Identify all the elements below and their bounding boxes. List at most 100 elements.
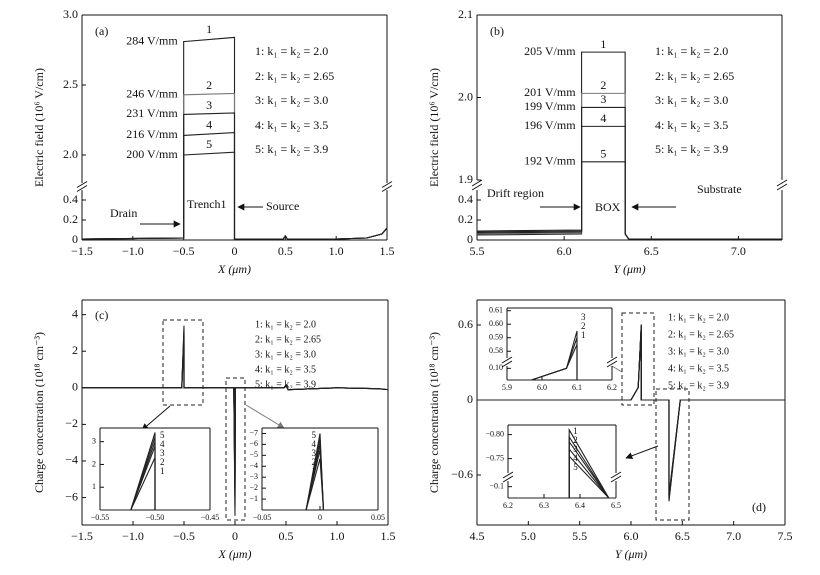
axis-break [776,179,788,187]
curve-label: 2 [573,435,578,445]
curve-label: 5 [312,430,317,440]
y-tick-label: 2.5 [63,77,78,91]
y-tick-label: −2 [65,416,78,430]
x-tick-label: −0.5 [173,529,195,543]
series-line [262,458,378,511]
arrow [625,445,659,460]
x-tick-label: 1.5 [381,529,396,543]
legend-entry: 5: k₁ = k₂ = 3.9 [668,380,729,391]
curve-label: 2 [160,457,165,467]
zoom-box [655,388,690,521]
axis-break [381,181,393,188]
y-tick-label: 0.4 [63,192,78,206]
x-tick-label: 6.1 [572,383,582,392]
x-tick-label: 7.0 [726,529,741,543]
curve-label: 5 [206,137,212,151]
curve-label: 2 [581,321,586,331]
x-tick-label: 0 [232,529,238,543]
x-tick-label: 0 [232,244,238,258]
legend-entry: 2: k₁ = k₂ = 2.65 [655,69,734,83]
legend-entry: 2: k₁ = k₂ = 2.65 [255,69,334,83]
x-tick-label: 6.2 [607,383,617,392]
x-tick-label: 5.5 [572,529,587,543]
curve-label: 4 [312,439,317,449]
y-axis-label: Electric field (10⁶ V/cm) [32,68,46,187]
x-tick-label: 6.0 [624,529,639,543]
legend-entry: 4: k₁ = k₂ = 3.5 [255,118,328,132]
curve-label: 5 [573,462,578,472]
legend-entry: 5: k₁ = k₂ = 3.9 [255,142,328,156]
x-tick-label: 4.5 [470,529,485,543]
y-tick-label: 0.58 [489,346,503,355]
curve-label: 1 [600,37,606,51]
y-tick-label: 2.1 [458,7,473,21]
legend-entry: 3: k₁ = k₂ = 3.0 [668,346,729,357]
legend-entry: 4: k₁ = k₂ = 3.5 [668,363,729,374]
curve-label: 2 [206,78,212,92]
curve-label: 5 [160,430,165,440]
y-tick-label: 0.61 [489,306,503,315]
curve-label: 3 [160,448,165,458]
legend-entry: 4: k₁ = k₂ = 3.5 [655,118,728,132]
legend-entry: 2: k₁ = k₂ = 2.65 [668,329,734,340]
axis-break [606,360,618,368]
series-line [476,161,782,240]
legend-entry: 5: k₁ = k₂ = 3.9 [655,142,728,156]
curve-label: 3 [312,448,317,458]
y-axis-label: Charge concentration (10¹⁸ cm⁻³) [32,332,46,493]
x-tick-label: 5.5 [470,244,485,258]
x-tick-label: −0.05 [253,513,272,522]
series-line [476,51,782,240]
inset-background [507,308,612,380]
x-tick-label: 5.9 [502,383,512,392]
series-line [508,454,616,499]
x-tick-label: −1.0 [122,244,144,258]
legend-entry: 2: k₁ = k₂ = 2.65 [255,334,321,345]
y-tick-label: 0.2 [63,212,78,226]
axis-break [606,356,618,364]
field-label: 200 V/mm [126,147,178,161]
y-tick-label: −7 [249,428,258,437]
legend-entry: 5: k₁ = k₂ = 3.9 [255,379,316,390]
curve-label: 4 [600,111,606,125]
curve-label: 3 [600,92,606,106]
field-label: 199 V/mm [524,99,576,113]
field-label: 196 V/mm [524,118,576,132]
arrow [141,405,171,431]
x-tick-label: −0.55 [91,513,110,522]
y-tick-label: −2 [249,483,258,492]
x-tick-label: 0.05 [371,513,385,522]
axis-break [502,475,514,483]
annotation: Drain [110,206,137,220]
y-tick-label: 0.4 [458,192,473,206]
curve-label: 4 [206,117,212,131]
panel-label: (c) [95,308,108,322]
axis-break [776,183,788,191]
curve-label: 3 [206,98,212,112]
series-line [100,457,210,511]
curve-label: 4 [573,453,578,463]
y-tick-label: −6 [65,489,78,503]
x-tick-label: −1.5 [71,529,93,543]
axis-break [471,179,483,187]
legend-entry: 3: k₁ = k₂ = 3.0 [255,93,328,107]
y-tick-label: 3.0 [63,7,78,21]
annotation: BOX [595,200,621,214]
y-tick-label: 3 [92,436,96,445]
x-axis-label: X (μm) [217,262,251,276]
x-tick-label: 0.5 [279,529,294,543]
y-axis-label: Electric field (10⁶ V/cm) [427,68,441,187]
axis-break [501,356,513,364]
legend-entry: 1: k₁ = k₂ = 2.0 [255,44,328,58]
y-tick-label: −4 [249,461,258,470]
y-tick-label: 2 [92,459,96,468]
x-tick-label: 1.0 [330,529,345,543]
curve-label: 3 [581,312,586,322]
panel-label: (d) [752,500,766,514]
y-tick-label: 1.9 [458,172,473,186]
arrow [245,404,285,429]
legend-entry: 3: k₁ = k₂ = 3.0 [655,93,728,107]
y-tick-label: 0.60 [489,319,503,328]
curve-label: 1 [160,466,165,476]
